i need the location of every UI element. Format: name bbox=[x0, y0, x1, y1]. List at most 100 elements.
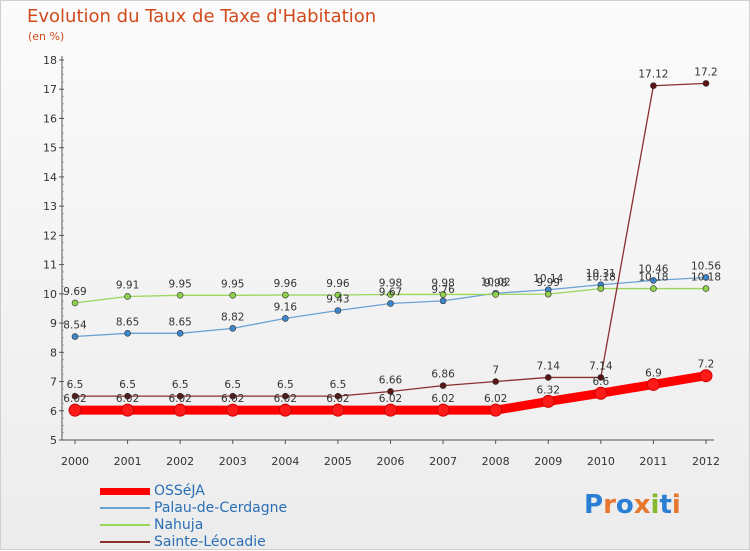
data-label: 10.56 bbox=[691, 260, 721, 272]
data-label: 6.02 bbox=[484, 393, 507, 405]
data-label: 6.02 bbox=[431, 393, 454, 405]
data-point bbox=[282, 291, 289, 299]
data-point bbox=[439, 297, 447, 305]
data-label: 7.14 bbox=[537, 360, 561, 372]
data-point bbox=[71, 333, 79, 340]
data-point bbox=[650, 277, 657, 284]
data-label: 6.32 bbox=[537, 384, 560, 396]
data-point bbox=[176, 392, 184, 400]
data-label: 6.66 bbox=[379, 374, 403, 386]
data-label: 8.65 bbox=[168, 316, 191, 328]
data-point bbox=[282, 392, 289, 400]
x-tick-label: 2004 bbox=[271, 455, 299, 468]
data-point bbox=[597, 285, 605, 292]
data-point bbox=[121, 403, 135, 417]
data-label: 9.98 bbox=[379, 277, 402, 289]
data-point bbox=[229, 325, 237, 332]
data-point bbox=[334, 307, 342, 314]
y-tick-label: 5 bbox=[50, 434, 57, 447]
data-label: 6.9 bbox=[645, 367, 662, 379]
data-label: 9.43 bbox=[326, 294, 349, 306]
data-point bbox=[124, 392, 131, 400]
logo-letter: P bbox=[584, 490, 604, 520]
x-tick-label: 2007 bbox=[429, 455, 457, 468]
data-label: 9.67 bbox=[379, 286, 402, 298]
y-tick-label: 8 bbox=[50, 346, 57, 359]
data-label: 6.6 bbox=[592, 376, 609, 388]
x-tick-label: 2010 bbox=[587, 455, 615, 468]
x-tick-label: 2000 bbox=[61, 455, 89, 468]
data-label: 9.91 bbox=[116, 279, 139, 291]
data-label: 6.02 bbox=[63, 393, 86, 405]
data-point bbox=[650, 82, 657, 90]
data-label: 9.96 bbox=[274, 278, 298, 290]
data-point bbox=[646, 377, 660, 391]
data-label: 6.02 bbox=[116, 393, 139, 405]
data-label: 8.54 bbox=[63, 320, 87, 332]
data-label: 6.02 bbox=[168, 393, 191, 405]
data-label: 9.98 bbox=[431, 277, 454, 289]
data-label: 6.5 bbox=[224, 379, 241, 391]
data-point bbox=[384, 403, 397, 417]
data-point bbox=[387, 291, 394, 298]
data-point bbox=[124, 293, 131, 300]
proxiti-logo: Proxiti bbox=[584, 490, 681, 520]
data-point bbox=[229, 392, 237, 400]
data-label: 10.46 bbox=[638, 263, 668, 275]
data-point bbox=[541, 394, 555, 408]
y-tick-label: 15 bbox=[43, 142, 57, 155]
logo-letter: i bbox=[671, 490, 681, 520]
x-tick-label: 2009 bbox=[534, 455, 562, 468]
data-label: 9.96 bbox=[326, 278, 350, 290]
data-point bbox=[702, 80, 710, 87]
data-label: 7.14 bbox=[589, 360, 613, 372]
data-label: 7 bbox=[492, 365, 499, 377]
data-label: 9.16 bbox=[274, 301, 298, 313]
data-point bbox=[594, 386, 608, 400]
legend-swatch bbox=[100, 541, 150, 543]
data-point bbox=[71, 299, 79, 307]
data-label: 10.18 bbox=[638, 272, 668, 284]
data-label: 6.5 bbox=[119, 379, 136, 391]
data-label: 6.5 bbox=[277, 379, 294, 391]
data-label: 10.14 bbox=[533, 273, 563, 285]
x-tick-label: 2002 bbox=[166, 455, 194, 468]
data-point bbox=[492, 378, 499, 385]
data-point bbox=[334, 291, 342, 299]
data-point bbox=[597, 374, 605, 381]
series-line bbox=[74, 82, 707, 397]
x-tick-label: 2001 bbox=[114, 455, 142, 468]
data-label: 9.76 bbox=[431, 284, 455, 296]
data-label: 8.65 bbox=[116, 316, 139, 328]
data-point bbox=[544, 374, 552, 381]
data-point bbox=[71, 392, 79, 400]
data-label: 9.98 bbox=[484, 277, 507, 289]
chart-title: Evolution du Taux de Taxe d'Habitation bbox=[27, 6, 377, 27]
data-point bbox=[702, 285, 710, 292]
data-point bbox=[331, 403, 345, 417]
x-tick-label: 2006 bbox=[377, 455, 405, 468]
data-label: 6.5 bbox=[330, 379, 347, 391]
chart-subtitle: (en %) bbox=[28, 30, 65, 43]
data-point bbox=[650, 285, 657, 292]
y-tick-label: 18 bbox=[43, 54, 57, 67]
legend-label: Palau-de-Cerdagne bbox=[154, 500, 288, 516]
data-label: 10.31 bbox=[586, 268, 616, 280]
data-point bbox=[387, 388, 394, 395]
data-point bbox=[492, 291, 499, 298]
data-label: 9.95 bbox=[221, 278, 244, 290]
legend-swatch bbox=[100, 487, 150, 495]
x-tick-label: 2011 bbox=[639, 455, 667, 468]
y-tick-label: 9 bbox=[50, 317, 57, 330]
x-tick-label: 2005 bbox=[324, 455, 352, 468]
logo-letter: x bbox=[633, 490, 651, 520]
logo-letter: o bbox=[615, 490, 634, 520]
y-tick-label: 17 bbox=[43, 83, 57, 96]
data-point bbox=[699, 369, 713, 383]
y-tick-label: 10 bbox=[43, 288, 57, 301]
x-tick-label: 2008 bbox=[482, 455, 510, 468]
x-tick-label: 2003 bbox=[219, 455, 247, 468]
data-label: 6.5 bbox=[67, 379, 84, 391]
